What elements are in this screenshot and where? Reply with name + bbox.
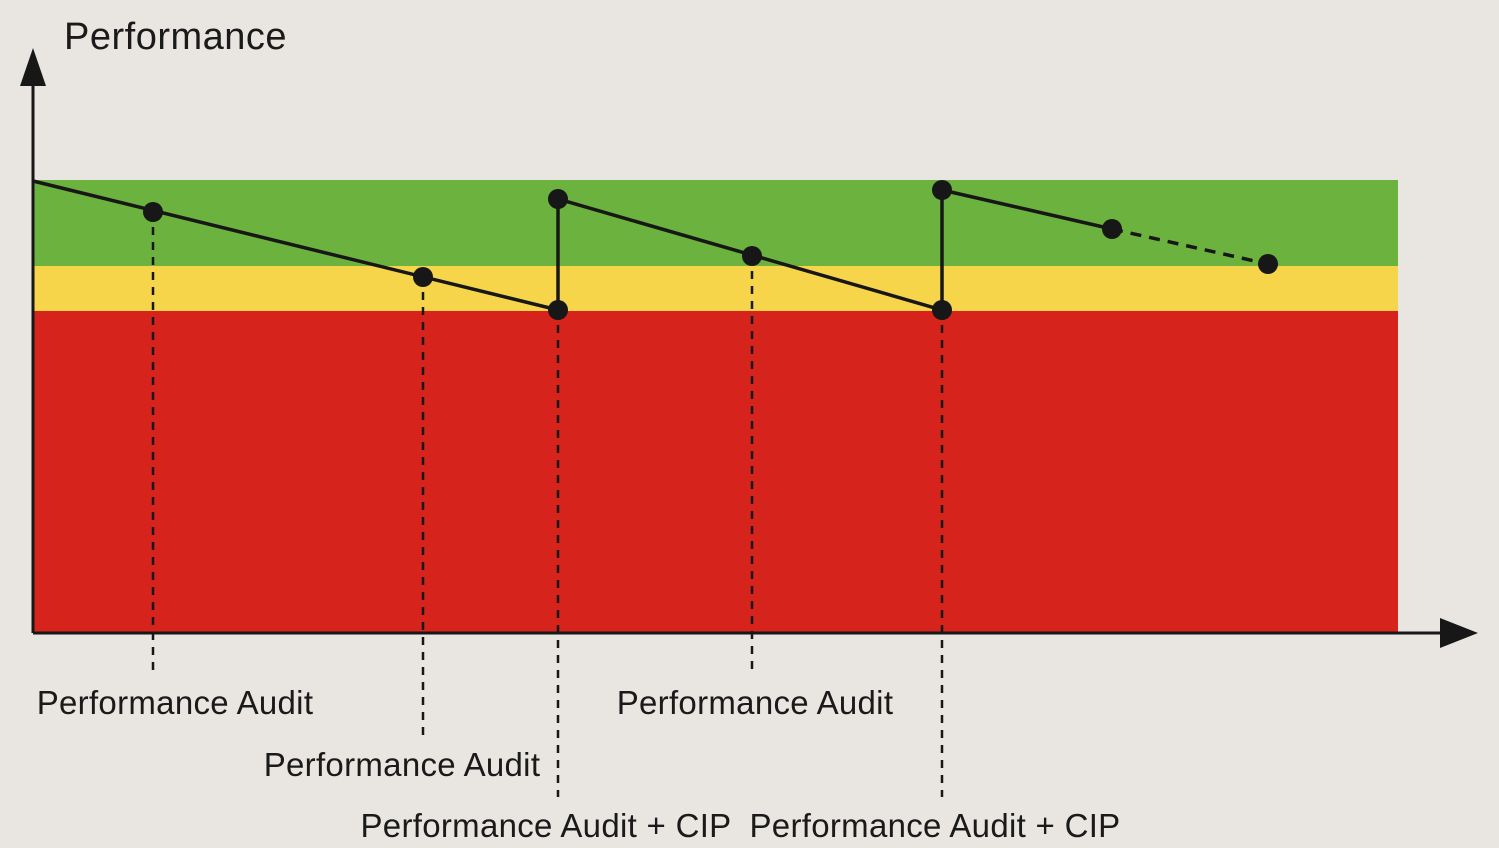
data-point-marker xyxy=(1102,219,1122,239)
performance-line-projected xyxy=(1111,227,1269,266)
data-point-marker xyxy=(742,246,762,266)
event-label: Performance Audit + CIP xyxy=(360,807,732,844)
y-axis-arrowhead-icon xyxy=(20,48,46,86)
data-point-marker xyxy=(1258,254,1278,274)
data-point-marker xyxy=(932,180,952,200)
zone-warning xyxy=(34,266,1398,311)
zone-good xyxy=(34,180,1398,266)
event-label: Performance Audit xyxy=(616,684,894,721)
data-point-marker xyxy=(932,300,952,320)
event-label: Performance Audit + CIP xyxy=(749,807,1121,844)
event-label: Performance Audit xyxy=(263,746,541,783)
data-point-marker xyxy=(143,202,163,222)
zone-critical xyxy=(34,311,1398,633)
data-point-marker xyxy=(413,267,433,287)
data-point-marker xyxy=(548,189,568,209)
data-point-marker xyxy=(548,300,568,320)
y-axis-title: Performance xyxy=(64,16,288,58)
event-label: Performance Audit xyxy=(36,684,314,721)
x-axis-arrowhead-icon xyxy=(1440,618,1478,648)
